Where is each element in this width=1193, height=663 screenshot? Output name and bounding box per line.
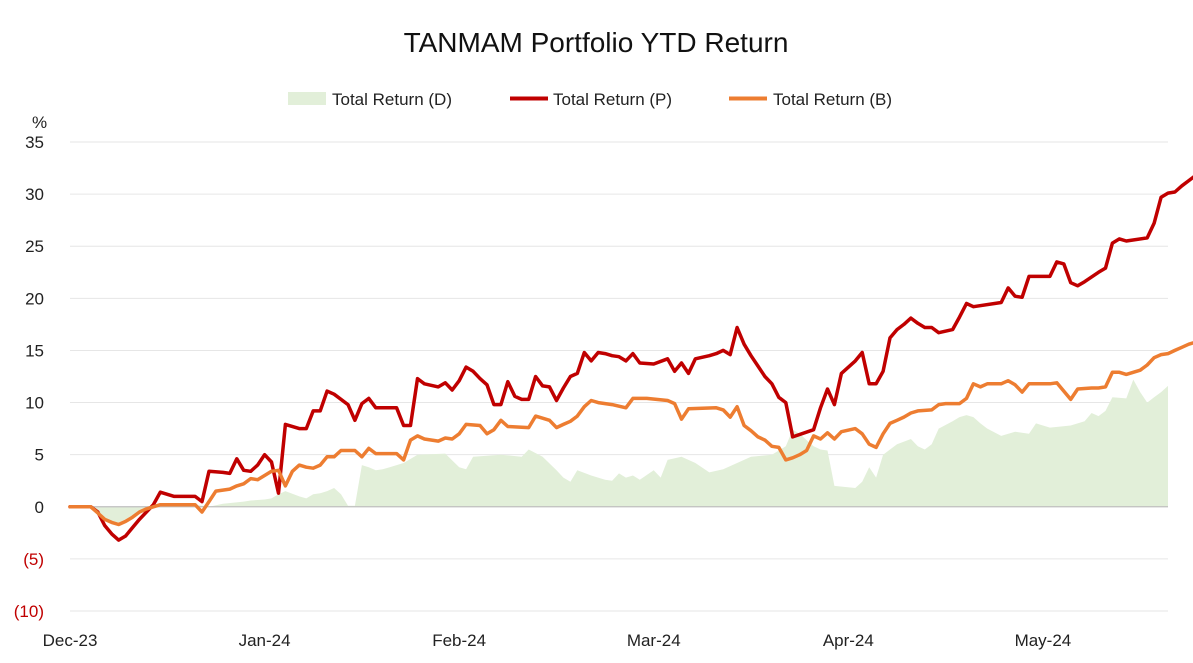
x-tick-label: Mar-24 [627, 631, 681, 650]
y-tick-label: (5) [23, 550, 44, 569]
x-axis-ticks: Dec-23 Jan-24 Feb-24 Mar-24 Apr-24 May-24 [43, 631, 1072, 650]
gridlines [70, 141, 1168, 612]
legend-label-total-return-d: Total Return (D) [332, 90, 452, 109]
series-line-total-return-b [68, 341, 1193, 527]
x-tick-label: Feb-24 [432, 631, 486, 650]
y-tick-label: 30 [25, 185, 44, 204]
y-tick-label: 20 [25, 289, 44, 308]
y-tick-label: 25 [25, 237, 44, 256]
line-series-layer [68, 175, 1193, 542]
area-series-layer [70, 379, 1168, 524]
y-tick-label: 5 [35, 446, 44, 465]
y-axis-ticks: 35 30 25 20 15 10 5 0 (5) (10) [14, 133, 44, 621]
x-tick-label: May-24 [1015, 631, 1072, 650]
x-tick-label: Jan-24 [239, 631, 291, 650]
y-tick-label: 10 [25, 394, 44, 413]
chart-title: TANMAM Portfolio YTD Return [404, 27, 789, 58]
series-area-total-return-d [70, 379, 1168, 524]
y-tick-label: (10) [14, 602, 44, 621]
y-tick-label: 15 [25, 341, 44, 360]
legend-swatch-total-return-d [288, 92, 326, 105]
series-line-total-return-p [68, 175, 1193, 542]
legend: Total Return (D) Total Return (P) Total … [288, 90, 892, 109]
y-tick-label: 35 [25, 133, 44, 152]
y-tick-label: 0 [35, 498, 44, 517]
legend-label-total-return-p: Total Return (P) [553, 90, 672, 109]
x-tick-label: Dec-23 [43, 631, 98, 650]
legend-label-total-return-b: Total Return (B) [773, 90, 892, 109]
y-axis-unit-label: % [32, 113, 47, 132]
x-tick-label: Apr-24 [823, 631, 874, 650]
